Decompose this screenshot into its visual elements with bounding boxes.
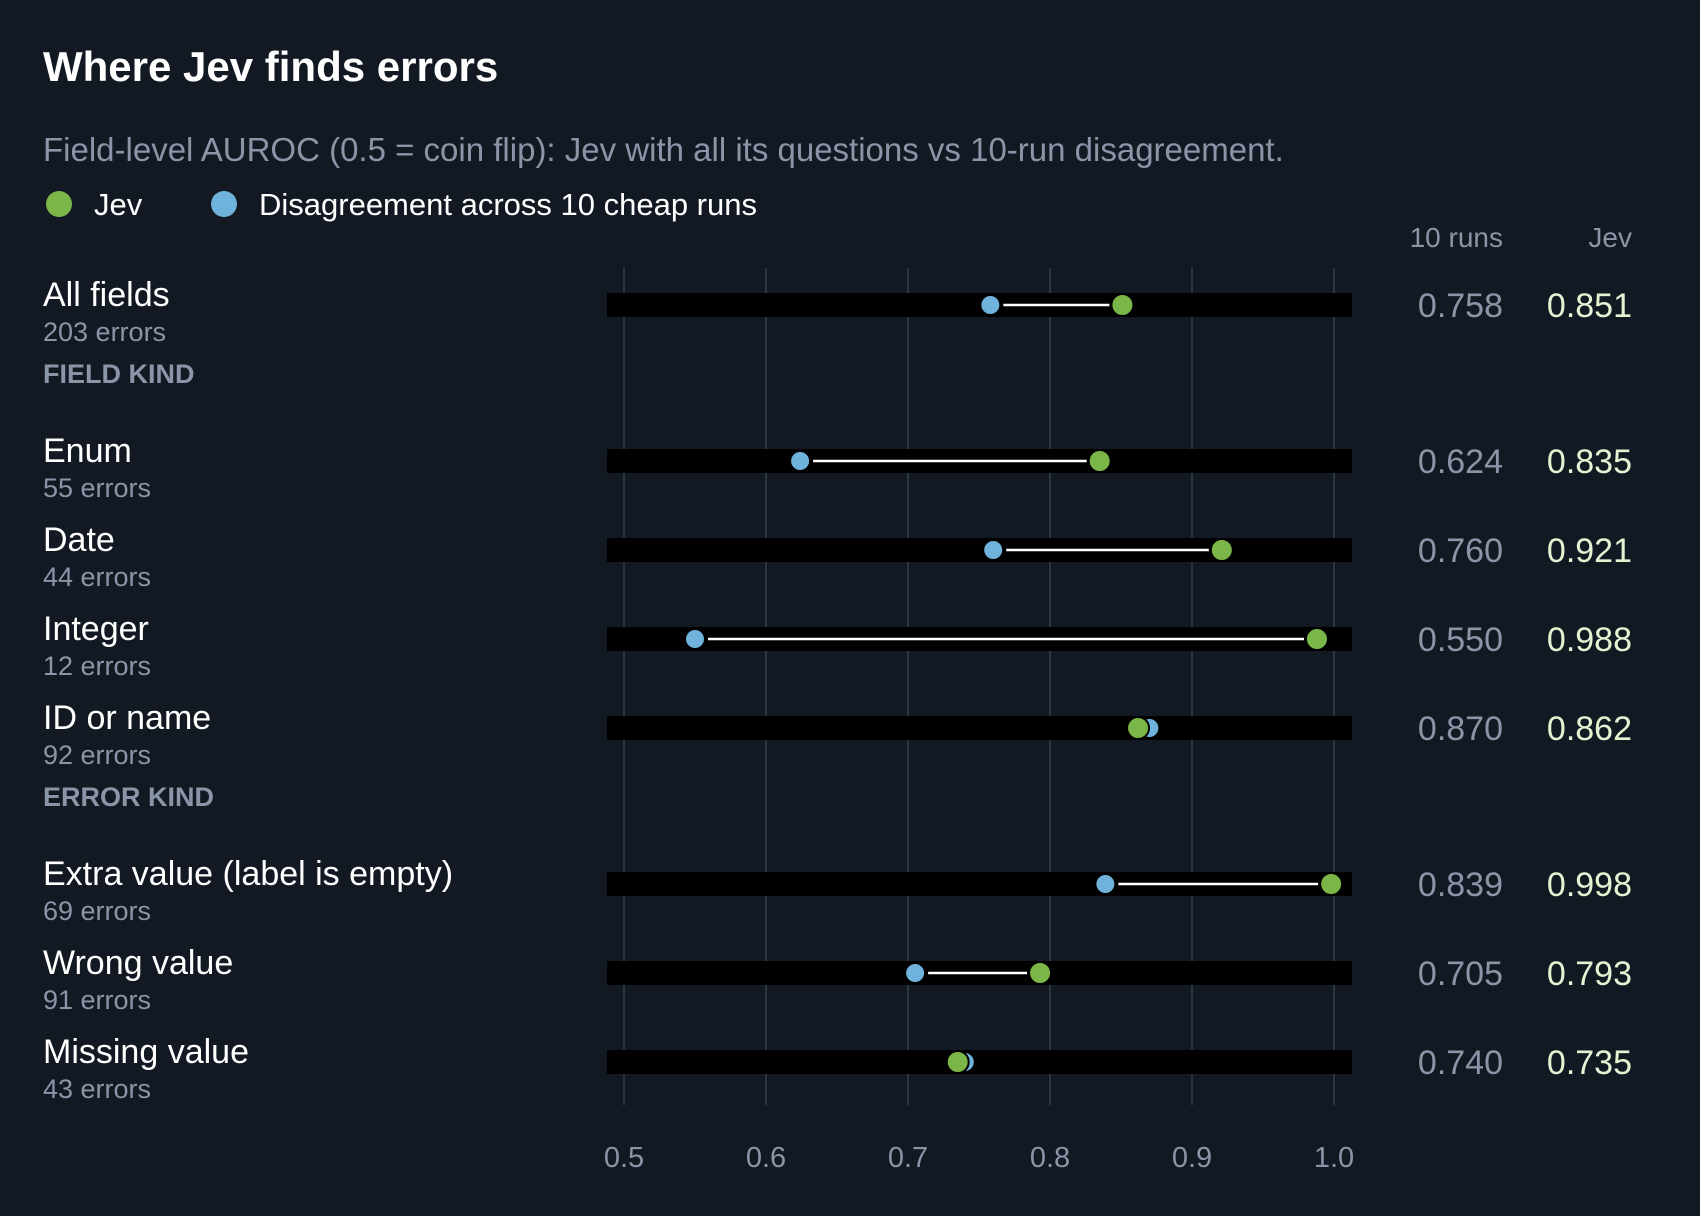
- jev-value-label: 0.862: [1547, 710, 1632, 748]
- jev-value-label: 0.998: [1547, 866, 1632, 904]
- runs-value-label: 0.624: [1418, 443, 1503, 481]
- row-label: All fields: [43, 276, 170, 314]
- runs-value-label: 0.740: [1418, 1044, 1503, 1082]
- row-error-count: 55 errors: [43, 473, 151, 503]
- runs-value-label: 0.839: [1418, 866, 1503, 904]
- column-header-jev: Jev: [1588, 222, 1632, 253]
- group-label: FIELD KIND: [43, 359, 195, 389]
- legend-swatch-runs: [211, 191, 237, 217]
- legend: Jev Disagreement across 10 cheap runs: [46, 187, 757, 222]
- x-tick-label: 1.0: [1314, 1142, 1354, 1174]
- row-label: ID or name: [43, 699, 211, 737]
- jev-value-label: 0.735: [1547, 1044, 1632, 1082]
- x-tick-label: 0.8: [1030, 1142, 1070, 1174]
- jev-point: [1319, 872, 1344, 896]
- legend-label-jev: Jev: [94, 187, 143, 222]
- runs-value-label: 0.705: [1418, 955, 1503, 993]
- row-label: Missing value: [43, 1033, 249, 1071]
- runs-point: [684, 628, 706, 650]
- jev-point: [1087, 449, 1112, 473]
- row-error-count: 69 errors: [43, 896, 151, 926]
- jev-value-label: 0.835: [1547, 443, 1632, 481]
- x-tick-label: 0.6: [746, 1142, 786, 1174]
- legend-label-runs: Disagreement across 10 cheap runs: [259, 187, 757, 222]
- runs-value-label: 0.760: [1418, 532, 1503, 570]
- row-error-count: 12 errors: [43, 651, 151, 681]
- runs-point: [789, 450, 812, 472]
- row-label: Enum: [43, 432, 132, 470]
- jev-point: [1110, 293, 1135, 317]
- jev-value-label: 0.793: [1547, 955, 1632, 993]
- jev-point: [1209, 538, 1234, 562]
- runs-value-label: 0.758: [1418, 287, 1503, 325]
- jev-value-label: 0.851: [1547, 287, 1632, 325]
- group-label: ERROR KIND: [43, 782, 214, 812]
- runs-value-label: 0.870: [1418, 710, 1503, 748]
- row-track: [607, 538, 1352, 562]
- row-track: [607, 716, 1352, 740]
- jev-point: [1028, 961, 1053, 985]
- runs-point: [982, 539, 1005, 561]
- chart-subtitle: Field-level AUROC (0.5 = coin flip): Jev…: [43, 131, 1284, 168]
- row-error-count: 92 errors: [43, 740, 151, 770]
- runs-point: [904, 962, 927, 984]
- x-tick-label: 0.7: [888, 1142, 928, 1174]
- runs-point: [979, 294, 1002, 316]
- row-error-count: 91 errors: [43, 985, 151, 1015]
- row-error-count: 43 errors: [43, 1074, 151, 1104]
- jev-value-label: 0.921: [1547, 532, 1632, 570]
- row-label: Integer: [43, 610, 149, 648]
- runs-value-label: 0.550: [1418, 621, 1503, 659]
- jev-point: [1304, 627, 1329, 651]
- row-label: Date: [43, 521, 115, 559]
- x-axis: 0.5 0.6 0.7 0.8 0.9 1.0: [604, 1142, 1354, 1174]
- runs-point: [1094, 873, 1117, 895]
- x-tick-label: 0.9: [1172, 1142, 1212, 1174]
- row-label: Extra value (label is empty): [43, 855, 453, 893]
- column-header-runs: 10 runs: [1410, 222, 1503, 253]
- row-error-count: 203 errors: [43, 317, 166, 347]
- jev-point: [1126, 716, 1151, 740]
- jev-value-label: 0.988: [1547, 621, 1632, 659]
- row-error-count: 44 errors: [43, 562, 151, 592]
- chart-row: Extra value (label is empty)69 errors 0.8…: [43, 855, 1632, 926]
- x-tick-label: 0.5: [604, 1142, 644, 1174]
- chart-title: Where Jev finds errors: [43, 43, 498, 90]
- row-label: Wrong value: [43, 944, 233, 982]
- row-track: [607, 1050, 1352, 1074]
- legend-swatch-jev: [46, 191, 72, 217]
- jev-point: [945, 1050, 970, 1074]
